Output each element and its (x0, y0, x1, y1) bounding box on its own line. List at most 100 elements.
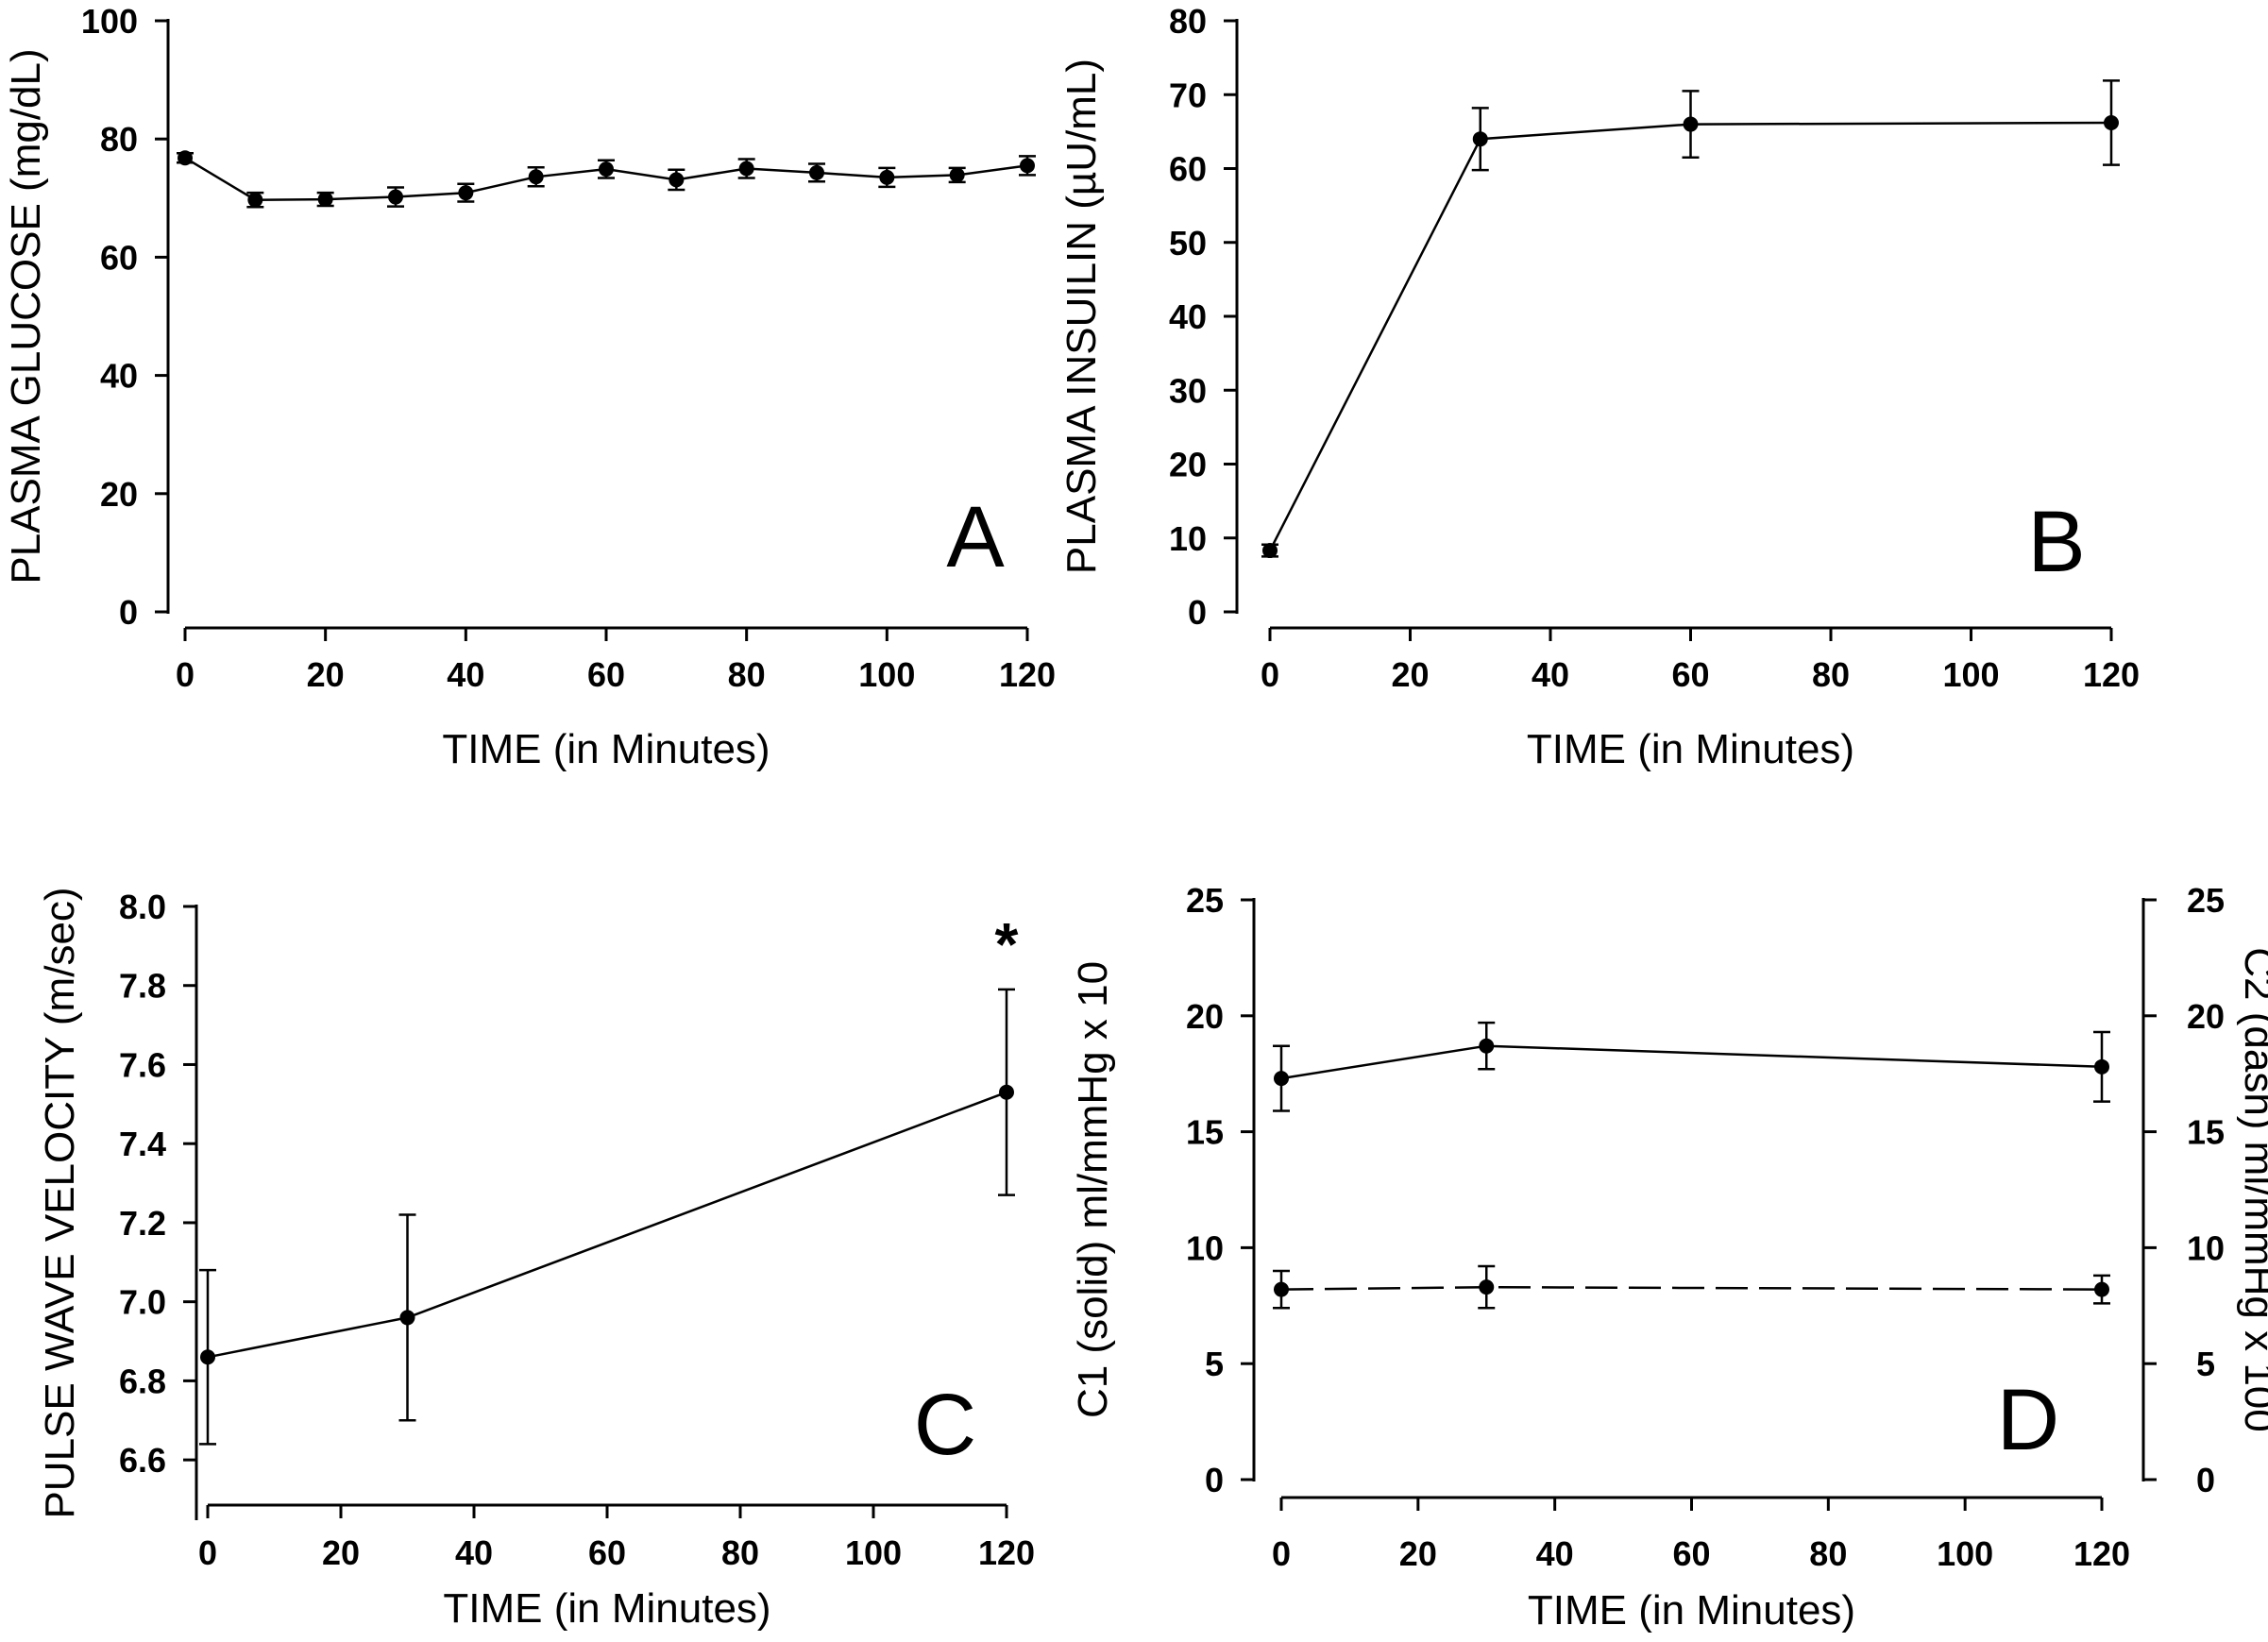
y-tick-label: 60 (100, 238, 138, 277)
x-tick-label: 60 (588, 1533, 626, 1572)
x-tick-label: 120 (999, 655, 1056, 694)
data-point (528, 169, 544, 185)
x-tick-label: 80 (721, 1533, 759, 1572)
y-tick-label: 80 (100, 120, 138, 159)
data-point (2094, 1058, 2109, 1075)
x-tick-label: 40 (455, 1533, 493, 1572)
right-y-tick-label: 10 (2187, 1228, 2225, 1267)
x-axis-label: TIME (in Minutes) (442, 726, 770, 772)
series-line (1280, 1044, 2103, 1080)
y-tick-label: 7.2 (119, 1204, 166, 1243)
x-tick-label: 100 (845, 1533, 902, 1572)
y-tick-label: 7.0 (119, 1283, 166, 1322)
panel-letter: A (946, 489, 1005, 585)
y-tick-label: 10 (1169, 519, 1207, 558)
data-point (178, 150, 193, 166)
y-tick-label: 0 (119, 593, 138, 632)
data-point (399, 1310, 415, 1326)
x-tick-label: 20 (322, 1533, 360, 1572)
y-tick-label: 15 (1186, 1113, 1224, 1152)
x-tick-label: 60 (1671, 655, 1709, 694)
data-point (738, 161, 754, 177)
x-tick-label: 100 (1942, 655, 1999, 694)
x-tick-label: 20 (307, 655, 345, 694)
right-y-axis-label: C2 (dash) ml/mmHg x 100 (2236, 947, 2268, 1431)
panel-letter: C (914, 1377, 976, 1473)
x-axis-label: TIME (in Minutes) (1527, 726, 1854, 772)
right-y-tick-label: 20 (2187, 997, 2225, 1036)
y-tick-label: 60 (1169, 150, 1207, 189)
data-point (317, 192, 333, 208)
right-y-tick-label: 5 (2196, 1345, 2215, 1383)
y-tick-label: 20 (1169, 446, 1207, 484)
data-point (458, 185, 474, 201)
y-tick-label: 70 (1169, 76, 1207, 114)
y-tick-label: 50 (1169, 224, 1207, 262)
data-point (669, 172, 685, 188)
y-tick-label: 7.4 (119, 1125, 166, 1163)
x-tick-label: 40 (447, 655, 484, 694)
data-point (388, 189, 403, 205)
series-line (1268, 121, 2112, 551)
y-tick-label: 80 (1169, 2, 1207, 41)
x-tick-label: 20 (1399, 1534, 1437, 1573)
x-tick-label: 80 (1809, 1534, 1847, 1573)
data-point (599, 161, 614, 178)
x-tick-label: 80 (728, 655, 766, 694)
x-tick-label: 80 (1812, 655, 1850, 694)
data-point (2094, 1281, 2109, 1297)
data-point (1020, 158, 1035, 174)
data-point (1479, 1038, 1495, 1054)
x-tick-label: 120 (2073, 1534, 2130, 1573)
x-tick-label: 0 (1272, 1534, 1291, 1573)
y-axis-label: PLASMA GLUCOSE (mg/dL) (3, 48, 49, 584)
x-tick-label: 0 (198, 1533, 217, 1572)
series-1 (1273, 1021, 2110, 1112)
panel-b: 0 10 20 30 40 50 60 70 80 0 20 40 60 80 100 120 TIME (in… (1058, 2, 2140, 772)
x-axis-label: TIME (in Minutes) (1528, 1587, 1855, 1634)
y-tick-label: 30 (1169, 371, 1207, 410)
x-tick-label: 100 (1937, 1534, 1993, 1573)
y-tick-label: 6.8 (119, 1362, 166, 1400)
data-point (1472, 131, 1488, 147)
y-tick-label: 20 (100, 475, 138, 514)
x-axis-label: TIME (in Minutes) (443, 1585, 770, 1632)
y-tick-label: 0 (1205, 1461, 1224, 1499)
data-point (1274, 1071, 1289, 1087)
series-1 (199, 988, 1015, 1446)
y-tick-label: 7.6 (119, 1045, 166, 1084)
y-tick-label: 5 (1205, 1345, 1224, 1383)
y-tick-label: 10 (1186, 1228, 1224, 1267)
y-tick-label: 0 (1188, 593, 1207, 632)
y-axis-label: PULSE WAVE VELOCITY (m/sec) (37, 887, 83, 1518)
data-point (2104, 114, 2119, 130)
x-tick-label: 100 (858, 655, 915, 694)
series-2 (1273, 1264, 2110, 1310)
y-axis-label: C1 (solid) ml/mmHg x 10 (1070, 961, 1116, 1418)
y-tick-label: 25 (1186, 881, 1224, 920)
panel-letter: D (1997, 1372, 2059, 1468)
right-y-tick-label: 15 (2187, 1113, 2225, 1152)
data-point (949, 167, 965, 183)
x-tick-label: 60 (1672, 1534, 1710, 1573)
x-tick-label: 0 (176, 655, 195, 694)
panel-d: 0 5 10 15 20 25 0 5 10 15 20 25 0 20 40 60 80 100 120 TIME … (1070, 881, 2268, 1634)
data-point (1262, 543, 1278, 559)
x-tick-label: 20 (1391, 655, 1429, 694)
series-line (1280, 1285, 2103, 1291)
data-point (1274, 1281, 1289, 1297)
x-tick-label: 120 (2083, 655, 2140, 694)
x-tick-label: 40 (1536, 1534, 1574, 1573)
y-tick-label: 6.6 (119, 1441, 166, 1480)
y-tick-label: 20 (1186, 997, 1224, 1036)
data-point (200, 1349, 215, 1365)
data-point (879, 169, 895, 185)
y-axis-label: PLASMA INSUILIN (µU/mL) (1058, 59, 1105, 574)
x-tick-label: 60 (587, 655, 625, 694)
data-point (1683, 116, 1699, 132)
y-tick-label: 7.8 (119, 967, 166, 1006)
panel-a: 0 20 40 60 80 100 0 20 40 60 80 100 120 TIME (in Minu… (3, 2, 1056, 772)
data-point (247, 192, 263, 208)
x-tick-label: 0 (1261, 655, 1279, 694)
